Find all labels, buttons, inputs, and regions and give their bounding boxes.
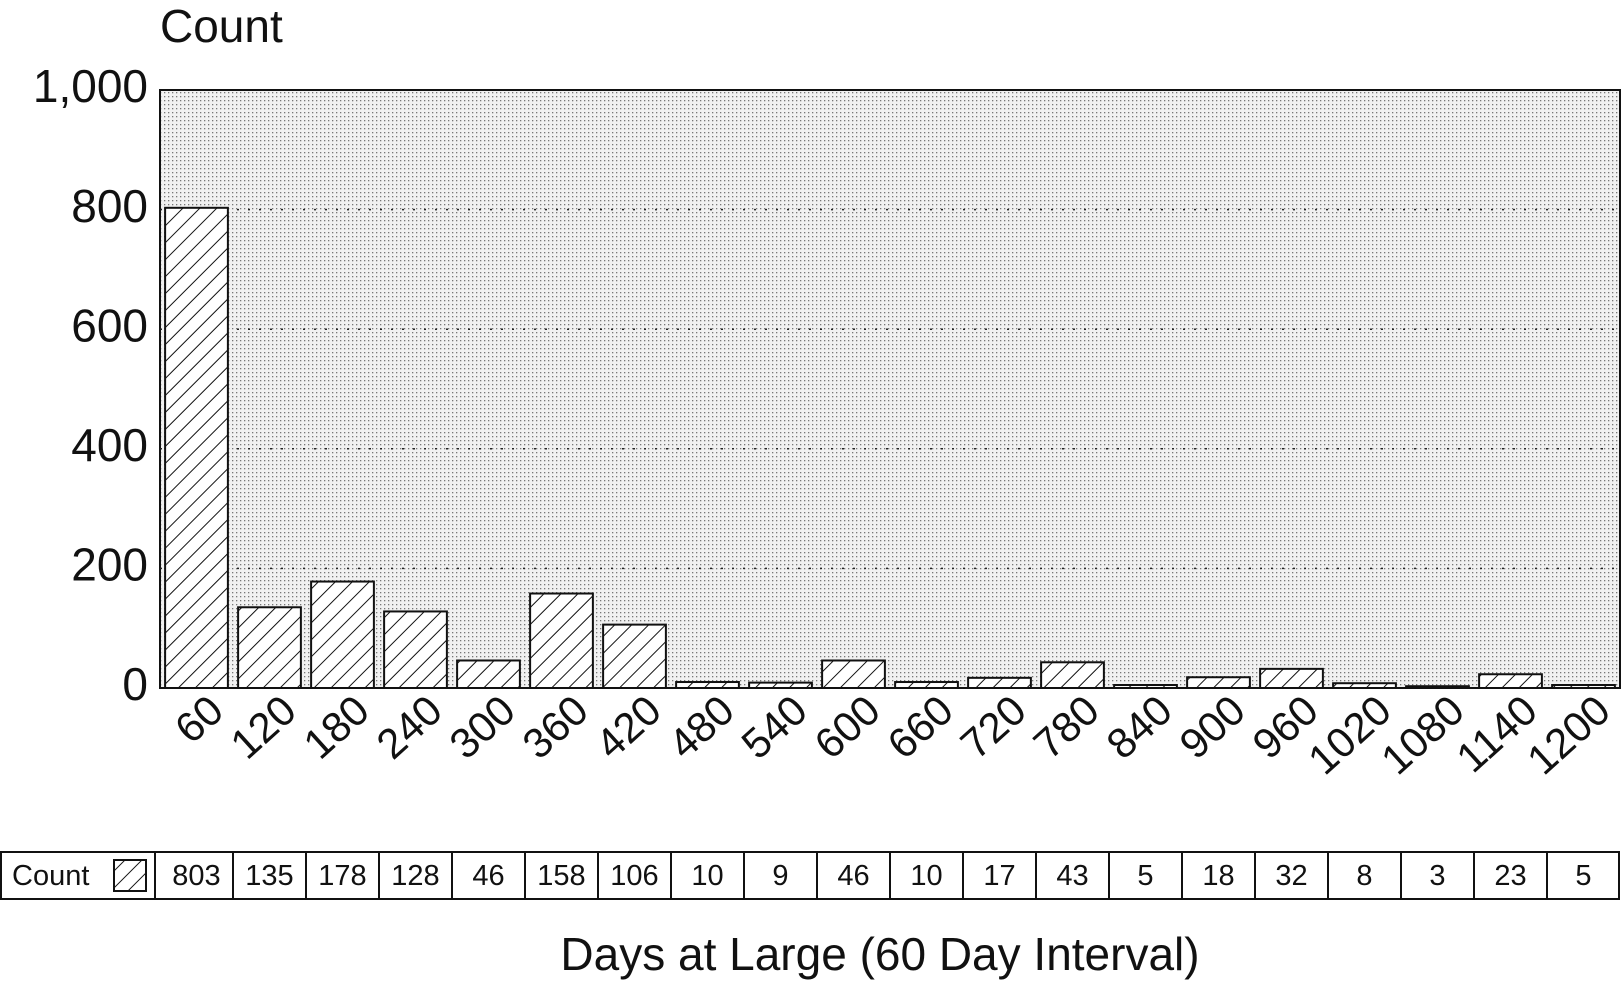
x-tick-label: 720 [951,686,1035,768]
table-value: 106 [610,860,658,892]
x-tick-label: 540 [732,686,816,768]
table-value: 18 [1202,860,1234,892]
x-tick-label: 60 [166,686,232,752]
bar [1186,676,1251,690]
bar [675,681,740,690]
x-tick-label: 1140 [1447,686,1546,781]
bar [1332,682,1397,690]
legend-swatch [113,859,147,892]
x-tick-label: 900 [1170,686,1254,768]
x-tick-label: 480 [659,686,743,768]
x-tick-label: 1200 [1518,686,1619,783]
y-tick-label: 0 [122,658,148,710]
bar [1405,685,1470,689]
table-value: 5 [1137,860,1153,892]
y-tick-label: 1,000 [33,60,148,112]
bar [894,681,959,690]
table-value: 46 [472,860,504,892]
x-axis-label: Days at Large (60 Day Interval) [560,928,1199,980]
y-tick-label: 800 [71,180,148,232]
table-value: 32 [1275,860,1307,892]
table-value: 803 [172,860,220,892]
y-axis-label: Count [160,0,283,52]
table-value: 135 [245,860,293,892]
bar [1113,684,1178,690]
table-value: 10 [691,860,723,892]
data-table [0,851,1620,900]
bar [310,580,375,690]
bar [1478,673,1543,689]
legend-label: Count [12,860,89,892]
table-value: 23 [1494,860,1526,892]
x-tick-label: 120 [221,686,305,768]
bar [1040,661,1105,690]
x-tick-label: 840 [1097,686,1181,768]
y-tick-label: 200 [71,539,148,591]
bar [1259,667,1324,690]
table-value: 10 [910,860,942,892]
bar [821,659,886,690]
x-tick-label: 360 [513,686,597,768]
x-tick-label: 300 [440,686,524,768]
bar [383,610,448,689]
bar [529,592,594,689]
y-tick-label: 600 [71,299,148,351]
x-tick-label: 600 [805,686,889,768]
table-value: 178 [318,860,366,892]
x-tick-label: 780 [1024,686,1108,768]
x-tick-label: 1080 [1372,686,1473,783]
bar [602,623,667,689]
x-tick-label: 420 [586,686,670,768]
bar [164,206,229,689]
y-tick-label: 400 [71,419,148,471]
table-value: 3 [1429,860,1445,892]
bar [237,606,302,690]
x-tick-label: 240 [367,686,451,768]
table-value: 158 [537,860,585,892]
bar [748,681,813,689]
table-value: 9 [772,860,788,892]
bar [967,676,1032,689]
x-tick-label: 1020 [1299,686,1400,783]
x-tick-label: 660 [878,686,962,768]
plot-area [159,89,1621,689]
bar [456,659,521,690]
table-value: 46 [837,860,869,892]
table-value: 17 [983,860,1015,892]
table-value: 8 [1356,860,1372,892]
x-tick-label: 180 [294,686,378,768]
bar [1551,684,1616,690]
table-value: 5 [1575,860,1591,892]
table-value: 43 [1056,860,1088,892]
table-value: 128 [391,860,439,892]
